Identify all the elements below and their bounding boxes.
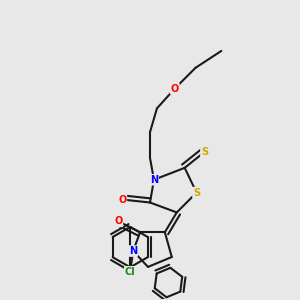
Text: O: O	[171, 84, 179, 94]
Text: N: N	[150, 175, 158, 185]
Text: S: S	[201, 147, 208, 157]
Text: S: S	[193, 188, 200, 198]
Text: Cl: Cl	[125, 267, 136, 277]
Text: O: O	[118, 194, 126, 205]
Text: O: O	[114, 216, 122, 226]
Text: N: N	[129, 246, 137, 256]
